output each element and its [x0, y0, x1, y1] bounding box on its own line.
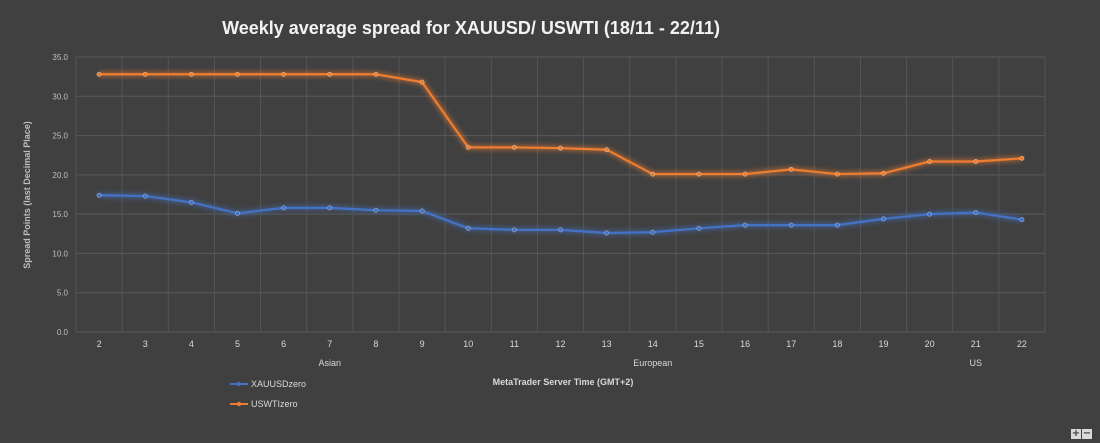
y-axis-title: Spread Points (last Decimal Place) [22, 121, 32, 269]
zoom-out-button[interactable]: − [1082, 428, 1092, 439]
x-tick-label: 16 [740, 339, 750, 349]
zoom-in-button[interactable]: + [1071, 428, 1081, 439]
x-tick-label: 5 [235, 339, 240, 349]
data-point [327, 71, 333, 77]
data-point [511, 144, 517, 150]
x-axis-title: MetaTrader Server Time (GMT+2) [493, 377, 634, 387]
x-tick-label: 21 [971, 339, 981, 349]
session-labels: Asian European US [319, 358, 983, 368]
data-point [373, 71, 379, 77]
session-label: US [970, 358, 983, 368]
data-point [742, 222, 748, 228]
chart-title: Weekly average spread for XAUUSD/ USWTI … [222, 18, 720, 38]
data-point [973, 210, 979, 216]
legend-swatch-marker [236, 401, 242, 407]
data-point [142, 71, 148, 77]
data-point [235, 210, 240, 216]
legend-label: XAUUSDzero [251, 379, 306, 389]
data-point [511, 227, 517, 233]
data-point [373, 207, 379, 213]
data-point [696, 225, 702, 231]
data-point [788, 222, 794, 228]
x-tick-label: 12 [555, 339, 565, 349]
x-tick-label: 20 [925, 339, 935, 349]
data-point [927, 211, 933, 217]
data-point [188, 199, 194, 205]
legend-label: USWTIzero [251, 399, 298, 409]
y-tick-label: 20.0 [52, 171, 68, 180]
y-axis-ticks: 0.0 5.0 10.0 15.0 20.0 25.0 30.0 35.0 [52, 53, 68, 337]
chart-grid [75, 56, 1046, 333]
series-glow [99, 71, 1023, 178]
session-label: European [633, 358, 672, 368]
session-label: Asian [319, 358, 342, 368]
data-point [558, 227, 563, 233]
data-point [1019, 217, 1025, 223]
x-tick-label: 3 [143, 339, 148, 349]
y-tick-label: 25.0 [52, 132, 68, 141]
data-point [604, 147, 610, 153]
x-tick-label: 13 [602, 339, 612, 349]
y-tick-label: 15.0 [52, 210, 68, 219]
data-point [188, 71, 194, 77]
x-tick-label: 22 [1017, 339, 1027, 349]
x-tick-label: 8 [373, 339, 378, 349]
x-tick-label: 4 [189, 339, 194, 349]
y-tick-label: 30.0 [52, 92, 68, 101]
data-point [281, 205, 287, 211]
x-tick-label: 6 [281, 339, 286, 349]
data-point [558, 145, 563, 151]
data-point [788, 166, 794, 172]
data-point [604, 230, 610, 236]
chart-legend: XAUUSDzero USWTIzero [230, 379, 306, 409]
y-tick-label: 35.0 [52, 53, 68, 62]
data-point [142, 193, 148, 199]
x-tick-label: 14 [648, 339, 658, 349]
x-tick-label: 17 [786, 339, 796, 349]
data-point [742, 171, 748, 177]
x-tick-label: 11 [510, 339, 519, 349]
x-axis-ticks: 2 3 4 5 6 7 8 9 10 11 12 13 14 15 16 17 18 19 20 21 22 [97, 339, 1027, 349]
data-point [419, 79, 425, 85]
data-point [834, 222, 840, 228]
x-tick-label: 10 [463, 339, 473, 349]
data-point [927, 159, 933, 164]
data-point [419, 208, 425, 214]
data-point [465, 225, 471, 231]
data-point [696, 171, 702, 177]
y-tick-label: 10.0 [52, 249, 68, 258]
data-point [281, 71, 287, 77]
data-point [235, 71, 240, 77]
x-tick-label: 18 [832, 339, 842, 349]
legend-swatch-marker [236, 381, 242, 387]
data-point [973, 159, 979, 164]
x-tick-label: 19 [878, 339, 888, 349]
x-tick-label: 15 [694, 339, 704, 349]
data-point [96, 192, 102, 198]
data-point [650, 229, 656, 235]
y-tick-label: 0.0 [57, 328, 69, 337]
data-point [465, 144, 471, 150]
x-tick-label: 2 [97, 339, 102, 349]
chart-series [96, 71, 1025, 237]
data-point [881, 216, 886, 222]
data-point [650, 171, 656, 177]
y-tick-label: 5.0 [57, 289, 69, 298]
series-line [99, 73, 1023, 176]
x-tick-label: 7 [327, 339, 332, 349]
data-point [1019, 155, 1025, 161]
data-point [834, 171, 840, 177]
data-point [96, 71, 102, 77]
data-point [327, 205, 333, 211]
x-tick-label: 9 [420, 339, 425, 349]
data-point [881, 170, 886, 176]
